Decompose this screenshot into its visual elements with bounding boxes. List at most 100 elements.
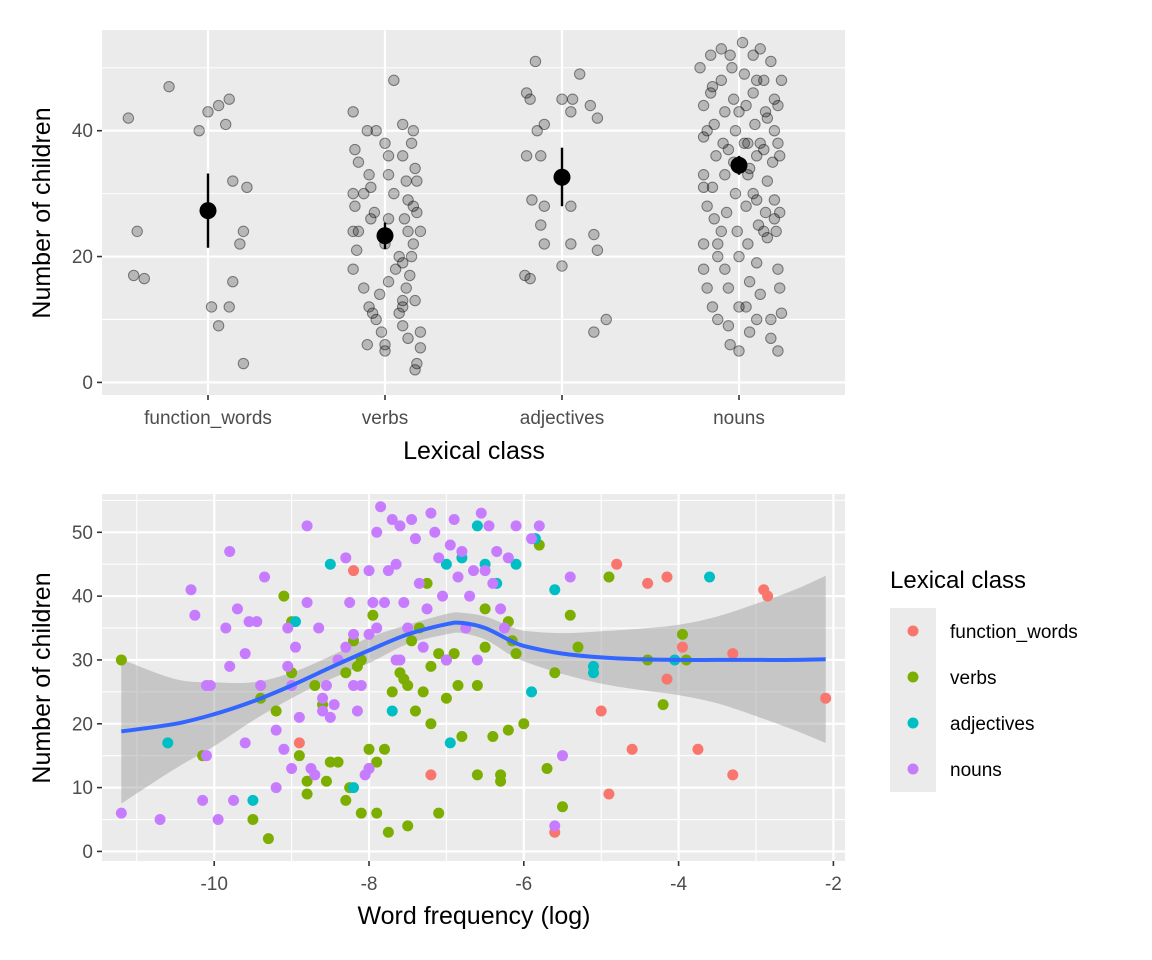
scatter-point-function-words (762, 590, 774, 602)
legend-label: function_words (950, 622, 1078, 643)
jitter-point (733, 345, 745, 357)
scatter-point-verbs (448, 648, 460, 660)
jitter-point (407, 238, 420, 250)
scatter-point-verbs (301, 775, 313, 787)
scatter-point-nouns (286, 762, 298, 774)
scatter-point-verbs (479, 603, 491, 615)
scatter-point-nouns (510, 520, 522, 532)
jitter-point (712, 238, 724, 250)
jitter-point (765, 313, 777, 326)
jitter-point (729, 124, 742, 137)
scatter-point-verbs (324, 756, 336, 768)
jitter-point (742, 169, 754, 181)
jitter-point (751, 150, 763, 162)
legend-key-function-words (907, 625, 919, 637)
scatter-point-verbs (309, 679, 321, 691)
scatter-point-verbs (471, 679, 483, 691)
scatter-point-nouns (367, 597, 379, 609)
scatter-point-verbs (402, 679, 414, 691)
jitter-point (404, 269, 416, 282)
scatter-point-nouns (239, 648, 251, 660)
jitter-point (397, 118, 409, 131)
scatter-point-verbs (510, 648, 522, 660)
jitter-point (352, 225, 365, 238)
jitter-point (398, 213, 411, 225)
scatter-point-nouns (363, 762, 375, 774)
scatter-point-nouns (348, 679, 360, 691)
bottom-x-axis-title: Word frequency (log) (358, 902, 591, 930)
scatter-point-function-words (642, 577, 654, 589)
jitter-point (382, 276, 395, 288)
scatter-point-adjectives (348, 782, 360, 794)
scatter-point-function-words (676, 641, 688, 653)
y-tick-label: 20 (72, 247, 93, 268)
jitter-point (163, 80, 175, 93)
scatter-point-nouns (255, 679, 267, 691)
jitter-point (715, 43, 727, 55)
y-tick-label: 0 (82, 842, 93, 863)
scatter-point-verbs (518, 718, 530, 730)
jitter-point (349, 200, 361, 212)
scatter-point-nouns (468, 565, 479, 577)
jitter-point (347, 263, 359, 275)
scatter-point-adjectives (440, 558, 452, 570)
scatter-point-nouns (313, 622, 325, 634)
scatter-point-nouns (224, 545, 236, 557)
top-y-axis-title: Number of children (28, 107, 56, 318)
jitter-point (414, 326, 427, 338)
jitter-point (758, 225, 770, 238)
jitter-point (751, 257, 763, 269)
legend-key-nouns (907, 763, 919, 775)
scatter-point-verbs (495, 775, 507, 787)
jitter-point (397, 150, 409, 162)
jitter-point (772, 263, 784, 275)
jitter-point (347, 106, 359, 118)
jitter-point (363, 301, 375, 313)
jitter-point (701, 200, 713, 212)
y-tick-label: 50 (72, 523, 93, 544)
top-jitter-points (122, 36, 788, 376)
jitter-point (122, 112, 135, 124)
jitter-point (397, 257, 409, 269)
loess-line (121, 620, 826, 734)
jitter-point (759, 106, 772, 118)
scatter-point-nouns (398, 597, 410, 609)
x-tick-label: -4 (670, 874, 687, 895)
top-x-axis-title: Lexical class (403, 437, 545, 465)
scatter-point-verbs (367, 609, 379, 621)
scatter-point-nouns (502, 552, 514, 564)
jitter-point (774, 206, 786, 219)
scatter-point-nouns (448, 514, 460, 526)
scatter-point-function-words (293, 737, 305, 749)
scatter-point-verbs (382, 826, 394, 838)
jitter-point (520, 150, 533, 162)
jitter-point (529, 55, 542, 68)
jitter-point (758, 143, 770, 156)
scatter-point-nouns (251, 616, 263, 628)
jitter-point (402, 225, 414, 238)
scatter-point-verbs (355, 654, 367, 666)
jitter-point (708, 213, 720, 225)
jitter-point (358, 282, 370, 294)
jitter-point (379, 137, 391, 149)
smooth-line (121, 620, 826, 734)
scatter-point-nouns (406, 514, 418, 526)
scatter-point-nouns (344, 597, 356, 609)
jitter-point (754, 288, 766, 301)
jitter-point (722, 320, 735, 332)
jitter-point (752, 219, 765, 231)
scatter-point-nouns (471, 654, 483, 666)
jitter-point (524, 93, 536, 105)
x-tick-label: -8 (361, 874, 378, 895)
scatter-point-nouns (348, 628, 360, 640)
jitter-point (697, 238, 710, 250)
jitter-point (736, 36, 749, 49)
x-tick-label: -2 (825, 874, 842, 895)
jitter-point (697, 131, 710, 143)
jitter-point (556, 260, 568, 272)
jitter-point (708, 118, 720, 131)
jitter-point (774, 282, 786, 294)
jitter-point (720, 206, 733, 219)
x-tick-label: nouns (713, 408, 765, 429)
scatter-point-verbs (278, 590, 290, 602)
